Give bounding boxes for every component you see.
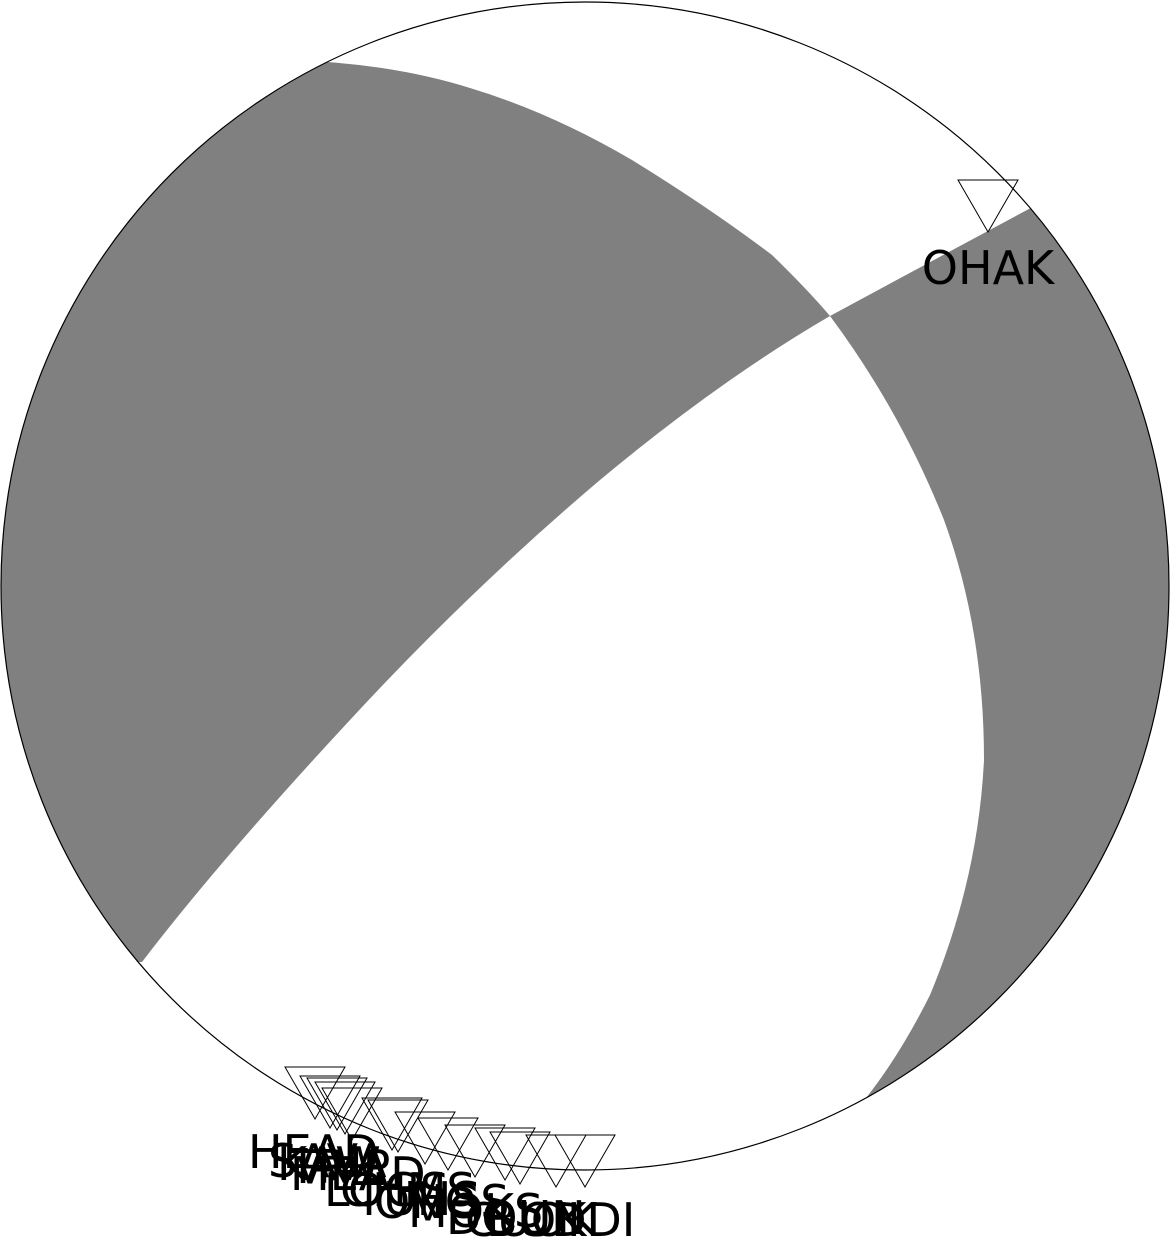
- station-okdi: OKDI: [520, 1134, 635, 1239]
- station-label: SAVA: [268, 1134, 387, 1188]
- station-label: TRIP: [288, 1140, 390, 1194]
- down-triangle-icon: [394, 1111, 456, 1166]
- down-triangle-icon: [284, 1066, 346, 1121]
- station-ohak: OHAK: [922, 179, 1056, 295]
- station-layer: OHAK HEADSAVAKAWTRIPMEADLOGSCHMSTUHSONGSM…: [248, 179, 1056, 1239]
- station-trip: TRIP: [288, 1081, 390, 1194]
- station-tuhs: TUHS: [354, 1111, 481, 1226]
- station-sava: SAVA: [268, 1075, 387, 1188]
- station-label: CHMS: [340, 1163, 476, 1217]
- station-moks: MOKS: [408, 1124, 543, 1238]
- station-label: OHAK: [922, 241, 1056, 295]
- station-budi: BUDI: [486, 1134, 600, 1239]
- down-triangle-icon: [367, 1099, 429, 1154]
- down-triangle-icon: [474, 1127, 536, 1182]
- station-kaw: KAW: [277, 1077, 381, 1191]
- focal-sphere-outline: [0, 1, 1170, 1171]
- station-label: KAW: [277, 1137, 381, 1191]
- down-triangle-icon: [489, 1131, 551, 1186]
- down-triangle-icon: [361, 1097, 423, 1152]
- station-mead: MEAD: [290, 1087, 426, 1201]
- station-label: CUOK: [465, 1193, 599, 1239]
- station-label: DOUN: [446, 1191, 586, 1239]
- station-label: TUHS: [354, 1172, 481, 1226]
- down-triangle-icon: [306, 1077, 368, 1132]
- station-label: MOKS: [408, 1184, 543, 1238]
- station-label: BUDI: [486, 1193, 600, 1239]
- compressional-quadrant-northwest: [1, 60, 830, 962]
- station-head: HEAD: [248, 1066, 379, 1179]
- down-triangle-icon: [314, 1081, 376, 1136]
- station-label: HEAD: [248, 1125, 379, 1179]
- down-triangle-icon: [957, 179, 1019, 234]
- station-cuok: CUOK: [465, 1131, 599, 1239]
- station-label: OKDI: [520, 1193, 635, 1239]
- down-triangle-icon: [554, 1134, 616, 1189]
- down-triangle-icon: [321, 1087, 383, 1142]
- station-label: ONGS: [374, 1175, 509, 1229]
- station-label: MEAD: [290, 1147, 426, 1201]
- station-ongs: ONGS: [374, 1117, 509, 1229]
- station-logs: LOGS: [324, 1097, 449, 1217]
- down-triangle-icon: [299, 1075, 361, 1130]
- down-triangle-icon: [444, 1124, 506, 1179]
- station-chms: CHMS: [340, 1099, 476, 1217]
- station-label: LOGS: [324, 1163, 449, 1217]
- down-triangle-icon: [417, 1117, 479, 1172]
- station-doun: DOUN: [446, 1127, 586, 1239]
